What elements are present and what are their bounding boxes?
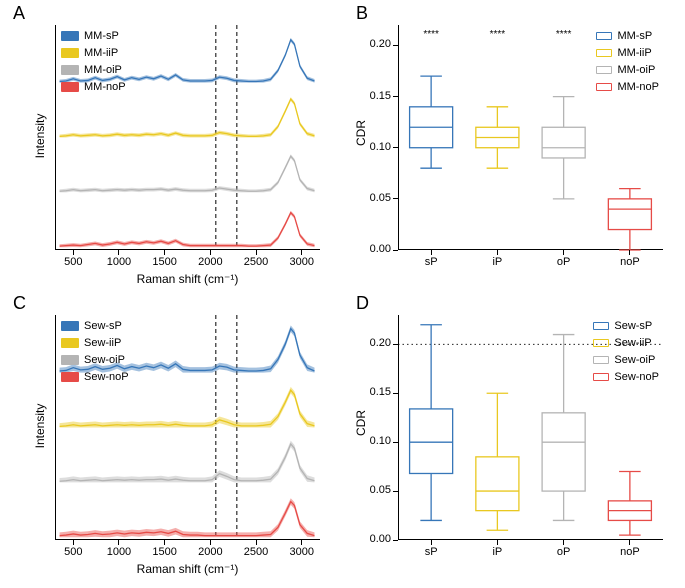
legend-C: Sew-sPSew-iiPSew-oiPSew-noP xyxy=(61,319,129,386)
legend-A: MM-sPMM-iiPMM-oiPMM-noP xyxy=(61,29,126,96)
legend-D: Sew-sPSew-iiPSew-oiPSew-noP xyxy=(593,319,659,386)
legend-B: MM-sPMM-iiPMM-oiPMM-noP xyxy=(596,29,659,96)
